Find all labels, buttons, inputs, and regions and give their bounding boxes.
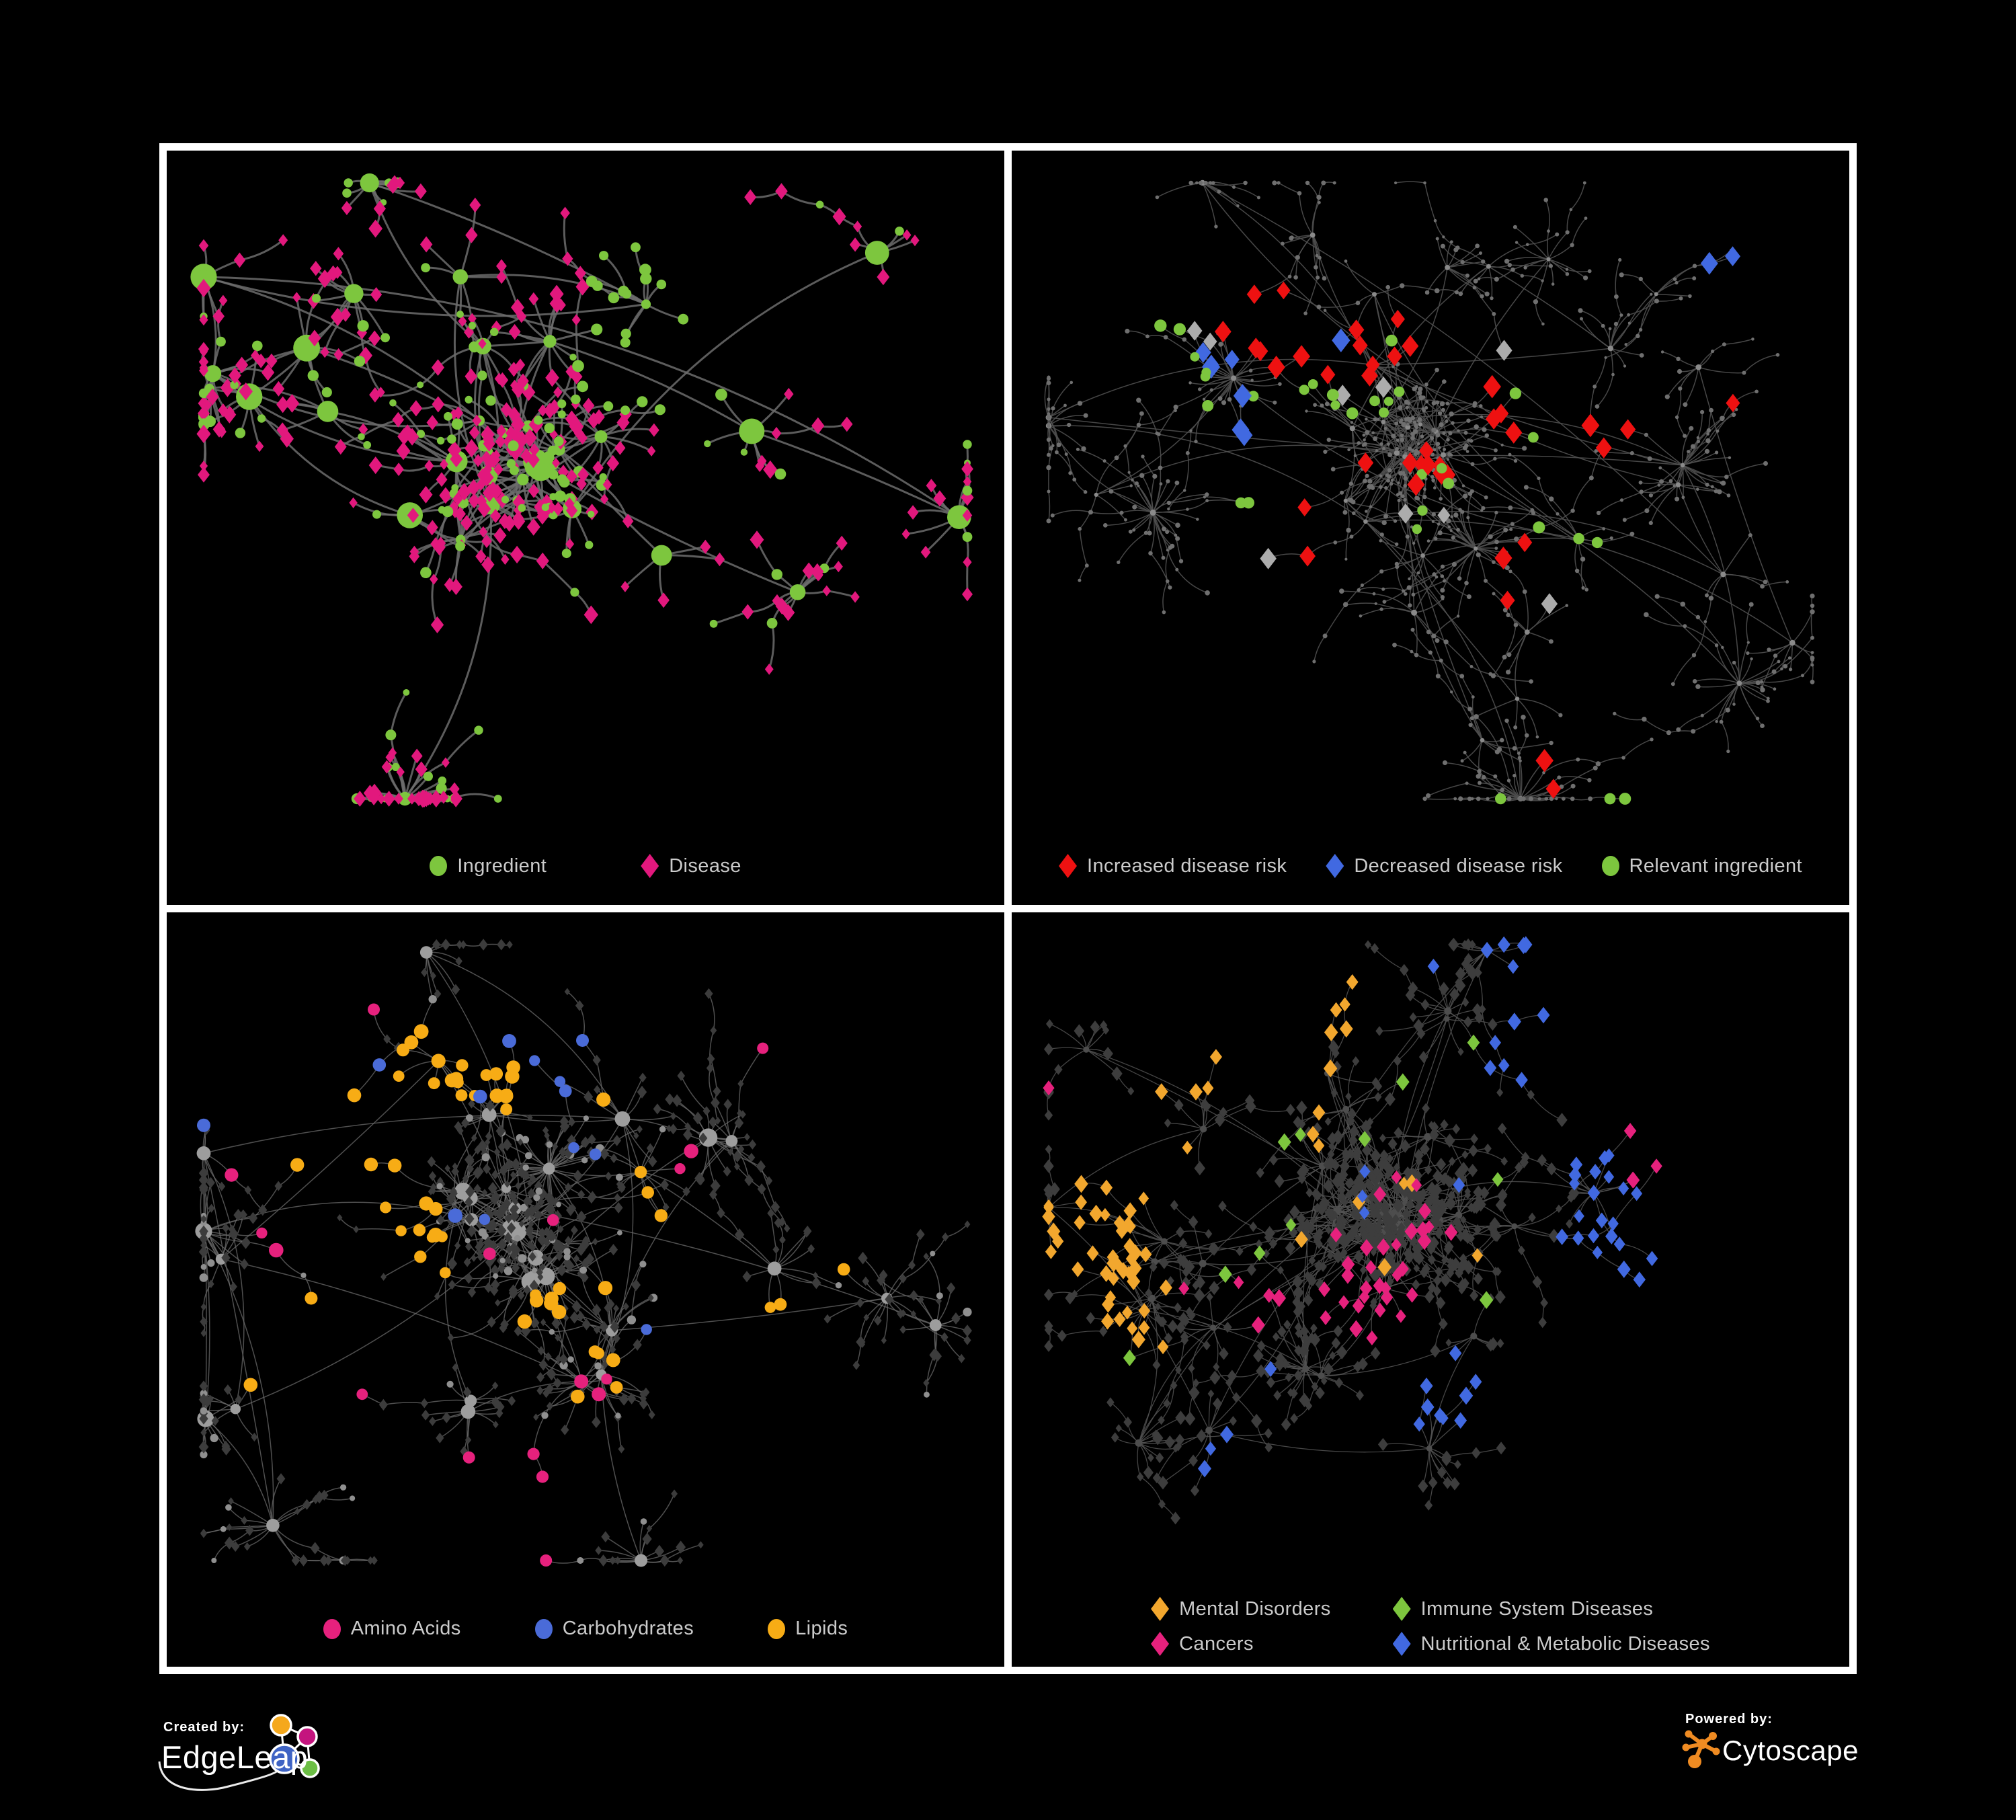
legend-label-ingredient: Ingredient bbox=[457, 855, 547, 877]
legend-item-decreased-risk: Decreased disease risk bbox=[1326, 854, 1562, 878]
legend-label-amino-acids: Amino Acids bbox=[350, 1618, 461, 1639]
legend-label-cancers: Cancers bbox=[1179, 1632, 1254, 1655]
relevant-ingredient-circle-icon bbox=[1601, 856, 1619, 876]
disease-categories-network bbox=[1012, 912, 1849, 1667]
created-by-label: Created by: bbox=[163, 1720, 245, 1735]
macronutrients-network bbox=[167, 912, 1004, 1667]
ingredient-disease-network bbox=[167, 151, 1004, 905]
cytoscape-brand: Cytoscape bbox=[1722, 1735, 1859, 1766]
disease-diamond-icon bbox=[641, 854, 659, 878]
legend-label-relevant-ingredient: Relevant ingredient bbox=[1629, 855, 1803, 877]
edgeleap-brand: EdgeLeap bbox=[161, 1739, 309, 1775]
disease-risk-network bbox=[1012, 151, 1849, 905]
legend-item-nutritional-metabolic: Nutritional & Metabolic Diseases bbox=[1392, 1632, 1710, 1656]
edgeleap-logo bbox=[158, 1714, 320, 1791]
immune-diseases-diamond-icon bbox=[1392, 1597, 1411, 1621]
legend-item-disease: Disease bbox=[641, 854, 741, 878]
carbohydrates-circle-icon bbox=[534, 1618, 553, 1639]
cancers-diamond-icon bbox=[1151, 1632, 1170, 1656]
lipids-circle-icon bbox=[768, 1618, 786, 1639]
legend-label-lipids: Lipids bbox=[795, 1618, 848, 1639]
amino-acids-circle-icon bbox=[323, 1618, 341, 1639]
legend-label-increased-risk: Increased disease risk bbox=[1086, 855, 1287, 877]
legend-item-amino-acids: Amino Acids bbox=[323, 1618, 461, 1640]
panel-ingredient-disease: Ingredient Disease bbox=[167, 151, 1004, 905]
legend-label-nutritional-metabolic: Nutritional & Metabolic Diseases bbox=[1420, 1632, 1710, 1655]
powered-by-label: Powered by: bbox=[1685, 1712, 1773, 1727]
nutritional-metabolic-diamond-icon bbox=[1392, 1632, 1411, 1656]
legend-item-mental-disorders: Mental Disorders bbox=[1151, 1597, 1331, 1621]
panel-disease-risk: Increased disease risk Decreased disease… bbox=[1012, 151, 1849, 905]
decreased-risk-diamond-icon bbox=[1326, 854, 1344, 878]
legend-label-mental-disorders: Mental Disorders bbox=[1179, 1597, 1331, 1620]
disease-categories-legend: Mental Disorders Immune System Diseases … bbox=[1151, 1597, 1710, 1656]
legend-item-immune-diseases: Immune System Diseases bbox=[1392, 1597, 1710, 1621]
legend-label-decreased-risk: Decreased disease risk bbox=[1354, 855, 1563, 877]
disease-risk-legend: Increased disease risk Decreased disease… bbox=[1012, 854, 1849, 878]
legend-item-ingredient: Ingredient bbox=[430, 855, 547, 877]
panel-macronutrients: Amino Acids Carbohydrates Lipids bbox=[167, 912, 1004, 1667]
mental-disorders-diamond-icon bbox=[1151, 1597, 1170, 1621]
edgeleap-node-green bbox=[300, 1758, 320, 1778]
macronutrients-legend: Amino Acids Carbohydrates Lipids bbox=[167, 1618, 1004, 1640]
legend-item-carbohydrates: Carbohydrates bbox=[534, 1618, 694, 1640]
edgeleap-node-blue bbox=[269, 1743, 300, 1774]
legend-label-carbohydrates: Carbohydrates bbox=[562, 1618, 694, 1639]
edgeleap-node-orange bbox=[270, 1714, 292, 1737]
legend-item-relevant-ingredient: Relevant ingredient bbox=[1601, 855, 1803, 877]
ingredient-disease-legend: Ingredient Disease bbox=[167, 854, 1004, 878]
panel-disease-categories: Mental Disorders Immune System Diseases … bbox=[1012, 912, 1849, 1667]
legend-item-cancers: Cancers bbox=[1151, 1632, 1331, 1656]
legend-label-immune-diseases: Immune System Diseases bbox=[1420, 1597, 1654, 1620]
figure-grid: Ingredient Disease Increased disease ris… bbox=[159, 143, 1857, 1674]
edgeleap-node-magenta bbox=[296, 1726, 318, 1747]
cytoscape-logo-icon bbox=[1682, 1730, 1720, 1768]
increased-risk-diamond-icon bbox=[1058, 854, 1077, 878]
legend-item-increased-risk: Increased disease risk bbox=[1058, 854, 1287, 878]
legend-item-lipids: Lipids bbox=[768, 1618, 848, 1640]
legend-label-disease: Disease bbox=[669, 855, 741, 877]
ingredient-circle-icon bbox=[430, 856, 448, 876]
